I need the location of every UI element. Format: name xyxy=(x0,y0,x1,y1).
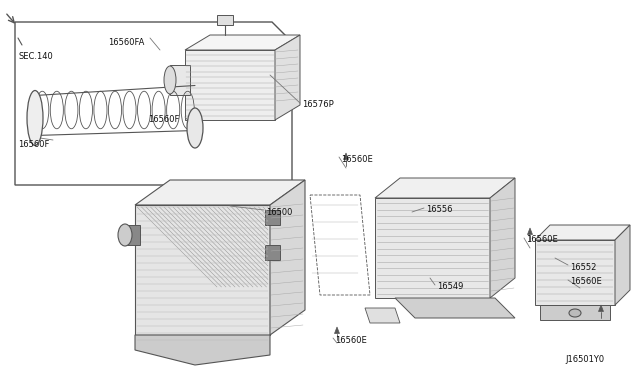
Polygon shape xyxy=(185,50,275,120)
Text: 16560E: 16560E xyxy=(526,235,557,244)
Text: 16552: 16552 xyxy=(570,263,596,272)
Text: 16556: 16556 xyxy=(426,205,452,214)
Polygon shape xyxy=(185,35,300,50)
Text: 16560E: 16560E xyxy=(570,277,602,286)
Ellipse shape xyxy=(569,309,581,317)
Polygon shape xyxy=(217,15,233,25)
Polygon shape xyxy=(270,180,305,335)
Polygon shape xyxy=(310,195,370,295)
Text: J16501Y0: J16501Y0 xyxy=(565,355,604,364)
Polygon shape xyxy=(535,240,615,305)
Ellipse shape xyxy=(27,90,43,145)
Polygon shape xyxy=(344,153,349,160)
Polygon shape xyxy=(170,65,190,95)
Polygon shape xyxy=(535,225,630,240)
Text: 16500: 16500 xyxy=(266,208,292,217)
Text: 16576P: 16576P xyxy=(302,100,333,109)
Ellipse shape xyxy=(187,108,203,148)
Polygon shape xyxy=(265,245,280,260)
Polygon shape xyxy=(375,198,490,298)
Polygon shape xyxy=(135,335,270,365)
Polygon shape xyxy=(375,178,515,198)
Polygon shape xyxy=(365,308,400,323)
Text: 16560E: 16560E xyxy=(341,155,372,164)
Text: 16560F: 16560F xyxy=(18,140,49,149)
Polygon shape xyxy=(15,22,292,185)
Polygon shape xyxy=(335,327,339,334)
Ellipse shape xyxy=(164,66,176,94)
Polygon shape xyxy=(527,228,532,234)
Polygon shape xyxy=(615,225,630,305)
Text: 16560F: 16560F xyxy=(148,115,179,124)
Polygon shape xyxy=(135,180,305,205)
Polygon shape xyxy=(135,205,270,335)
Polygon shape xyxy=(275,35,300,120)
Polygon shape xyxy=(395,298,515,318)
Polygon shape xyxy=(265,210,280,225)
Polygon shape xyxy=(598,305,604,311)
Text: 16560E: 16560E xyxy=(335,336,367,345)
Ellipse shape xyxy=(118,224,132,246)
Text: 16560FA: 16560FA xyxy=(108,38,145,47)
Text: SEC.140: SEC.140 xyxy=(18,52,52,61)
Polygon shape xyxy=(125,225,140,245)
Polygon shape xyxy=(540,305,610,320)
Text: 16549: 16549 xyxy=(437,282,463,291)
Polygon shape xyxy=(490,178,515,298)
